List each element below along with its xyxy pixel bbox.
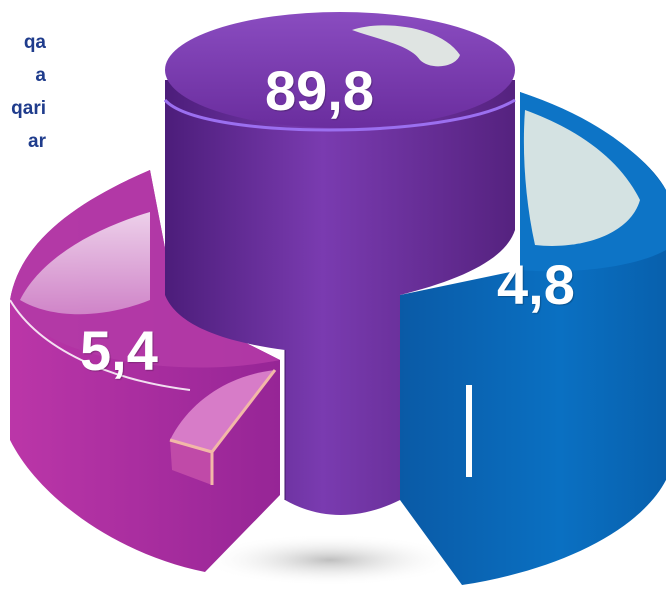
pie-slice-magenta [9, 170, 280, 572]
legend-line-4: ar [28, 131, 46, 152]
pie-slice-purple [163, 12, 516, 515]
value-label-blue: 4,8 [497, 253, 575, 316]
legend-line-3: qari [11, 98, 46, 119]
value-label-magenta: 5,4 [80, 319, 158, 382]
floor-shadow [200, 534, 460, 586]
value-label-purple: 89,8 [265, 59, 374, 122]
pie-slice-blue [400, 92, 666, 585]
legend: qa a qari ar [0, 26, 46, 196]
legend-line-2: a [35, 65, 46, 86]
legend-line-1: qa [23, 32, 46, 53]
